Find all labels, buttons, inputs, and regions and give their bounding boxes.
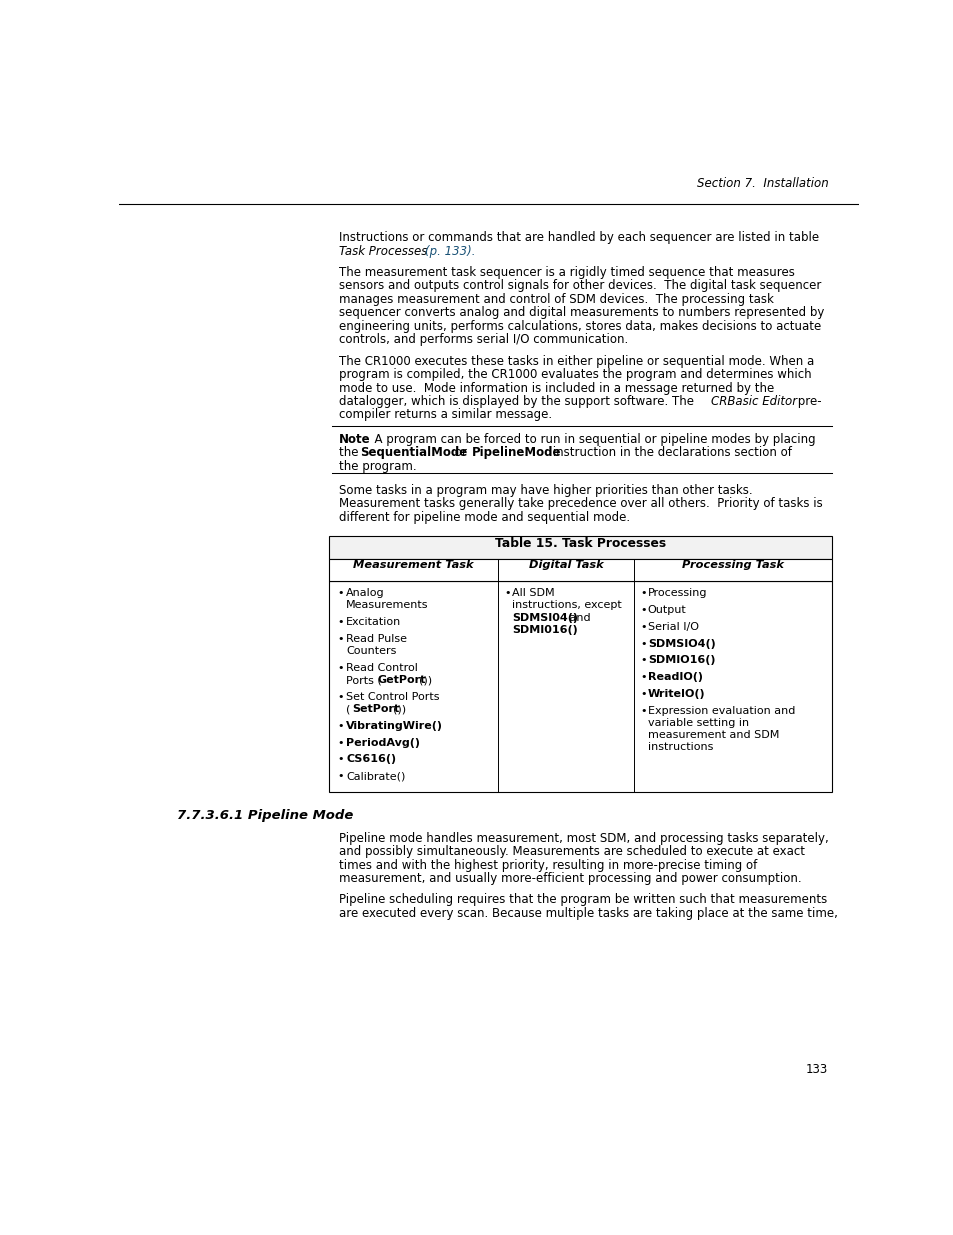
Text: •: •: [336, 663, 343, 673]
Text: compiler returns a similar message.: compiler returns a similar message.: [338, 409, 551, 421]
Text: instruction in the declarations section of: instruction in the declarations section …: [548, 446, 791, 459]
Text: Counters: Counters: [346, 646, 396, 656]
Text: Measurement Task: Measurement Task: [353, 561, 474, 571]
Text: engineering units, performs calculations, stores data, makes decisions to actuat: engineering units, performs calculations…: [338, 320, 820, 333]
Text: WriteIO(): WriteIO(): [647, 689, 704, 699]
Text: and possibly simultaneously. Measurements are scheduled to execute at exact: and possibly simultaneously. Measurement…: [338, 846, 803, 858]
Text: •: •: [639, 605, 646, 615]
Text: •: •: [639, 705, 646, 716]
Text: SequentialMode: SequentialMode: [360, 446, 467, 459]
Text: •: •: [639, 672, 646, 682]
Text: different for pipeline mode and sequential mode.: different for pipeline mode and sequenti…: [338, 511, 629, 524]
Text: the program.: the program.: [338, 459, 416, 473]
Text: manages measurement and control of SDM devices.  The processing task: manages measurement and control of SDM d…: [338, 293, 773, 306]
Text: SDMIO16(): SDMIO16(): [647, 656, 715, 666]
Text: The measurement task sequencer is a rigidly timed sequence that measures: The measurement task sequencer is a rigi…: [338, 266, 794, 279]
Text: •: •: [504, 588, 511, 598]
Text: SDMSI04(): SDMSI04(): [512, 613, 578, 622]
Text: Read Control: Read Control: [346, 663, 417, 673]
Text: (: (: [346, 704, 351, 714]
Bar: [329, 580, 831, 792]
Text: PipelineMode: PipelineMode: [472, 446, 560, 459]
Text: (p. 133).: (p. 133).: [425, 245, 476, 258]
Text: Measurements: Measurements: [346, 600, 429, 610]
Text: datalogger, which is displayed by the support software. The: datalogger, which is displayed by the su…: [338, 395, 697, 408]
Text: •: •: [639, 622, 646, 632]
Text: measurement, and usually more-efficient processing and power consumption.: measurement, and usually more-efficient …: [338, 872, 801, 885]
Text: 7.7.3.6.1 Pipeline Mode: 7.7.3.6.1 Pipeline Mode: [177, 809, 354, 821]
Text: •: •: [639, 689, 646, 699]
Text: •: •: [336, 721, 343, 731]
Text: are executed every scan. Because multiple tasks are taking place at the same tim: are executed every scan. Because multipl…: [338, 906, 837, 920]
Text: •: •: [336, 755, 343, 764]
Text: Instructions or commands that are handled by each sequencer are listed in table: Instructions or commands that are handle…: [338, 231, 818, 245]
Text: sensors and outputs control signals for other devices.  The digital task sequenc: sensors and outputs control signals for …: [338, 279, 821, 293]
Text: the: the: [338, 446, 361, 459]
Bar: [329, 536, 831, 559]
Text: All SDM: All SDM: [512, 588, 555, 598]
Text: Task Processes: Task Processes: [338, 245, 430, 258]
Text: •: •: [336, 588, 343, 598]
Text: Pipeline mode handles measurement, most SDM, and processing tasks separately,: Pipeline mode handles measurement, most …: [338, 832, 827, 845]
Text: or: or: [451, 446, 470, 459]
Text: instructions: instructions: [647, 742, 713, 752]
Text: Some tasks in a program may have higher priorities than other tasks.: Some tasks in a program may have higher …: [338, 484, 751, 496]
Text: Analog: Analog: [346, 588, 385, 598]
Text: PeriodAvg(): PeriodAvg(): [346, 737, 420, 747]
Text: •: •: [336, 692, 343, 701]
Text: •: •: [336, 771, 343, 782]
Text: Digital Task: Digital Task: [528, 561, 603, 571]
Text: •: •: [639, 588, 646, 598]
Text: controls, and performs serial I/O communication.: controls, and performs serial I/O commun…: [338, 333, 627, 346]
Text: times and with the highest priority, resulting in more-precise timing of: times and with the highest priority, res…: [338, 858, 756, 872]
Text: •: •: [336, 737, 343, 747]
Text: ReadIO(): ReadIO(): [647, 672, 702, 682]
Bar: [329, 559, 831, 580]
Text: program is compiled, the CR1000 evaluates the program and determines which: program is compiled, the CR1000 evaluate…: [338, 368, 810, 382]
Text: 133: 133: [805, 1063, 827, 1076]
Text: SetPort: SetPort: [353, 704, 399, 714]
Text: CS616(): CS616(): [346, 755, 396, 764]
Text: •: •: [639, 638, 646, 648]
Text: Excitation: Excitation: [346, 618, 401, 627]
Text: Read Pulse: Read Pulse: [346, 634, 407, 643]
Text: Ports (: Ports (: [346, 676, 381, 685]
Text: ()): ()): [393, 704, 406, 714]
Text: Calibrate(): Calibrate(): [346, 771, 405, 782]
Text: Processing Task: Processing Task: [681, 561, 783, 571]
Text: •: •: [336, 618, 343, 627]
Text: The CR1000 executes these tasks in either pipeline or sequential mode. When a: The CR1000 executes these tasks in eithe…: [338, 354, 813, 368]
Text: Expression evaluation and: Expression evaluation and: [647, 705, 795, 716]
Text: CRBasic Editor: CRBasic Editor: [710, 395, 796, 408]
Text: Measurement tasks generally take precedence over all others.  Priority of tasks : Measurement tasks generally take precede…: [338, 498, 821, 510]
Text: VibratingWire(): VibratingWire(): [346, 721, 443, 731]
Text: Note: Note: [338, 432, 370, 446]
Text: Processing: Processing: [647, 588, 706, 598]
Text: A program can be forced to run in sequential or pipeline modes by placing: A program can be forced to run in sequen…: [367, 432, 815, 446]
Text: SDMI016(): SDMI016(): [512, 625, 578, 635]
Text: Section 7.  Installation: Section 7. Installation: [696, 178, 827, 190]
Text: sequencer converts analog and digital measurements to numbers represented by: sequencer converts analog and digital me…: [338, 306, 823, 320]
Text: Serial I/O: Serial I/O: [647, 622, 698, 632]
Text: ()): ()): [418, 676, 432, 685]
Text: pre-: pre-: [794, 395, 821, 408]
Text: variable setting in: variable setting in: [647, 718, 748, 727]
Text: mode to use.  Mode information is included in a message returned by the: mode to use. Mode information is include…: [338, 382, 773, 394]
Text: Output: Output: [647, 605, 686, 615]
Text: Set Control Ports: Set Control Ports: [346, 692, 439, 701]
Text: and: and: [566, 613, 591, 622]
Text: •: •: [639, 656, 646, 666]
Text: Pipeline scheduling requires that the program be written such that measurements: Pipeline scheduling requires that the pr…: [338, 893, 826, 906]
Text: Table 15. Task Processes: Table 15. Task Processes: [495, 537, 665, 550]
Text: GetPort: GetPort: [377, 676, 425, 685]
Text: •: •: [336, 634, 343, 643]
Text: instructions, except: instructions, except: [512, 600, 621, 610]
Text: measurement and SDM: measurement and SDM: [647, 730, 779, 740]
Text: SDMSIO4(): SDMSIO4(): [647, 638, 715, 648]
